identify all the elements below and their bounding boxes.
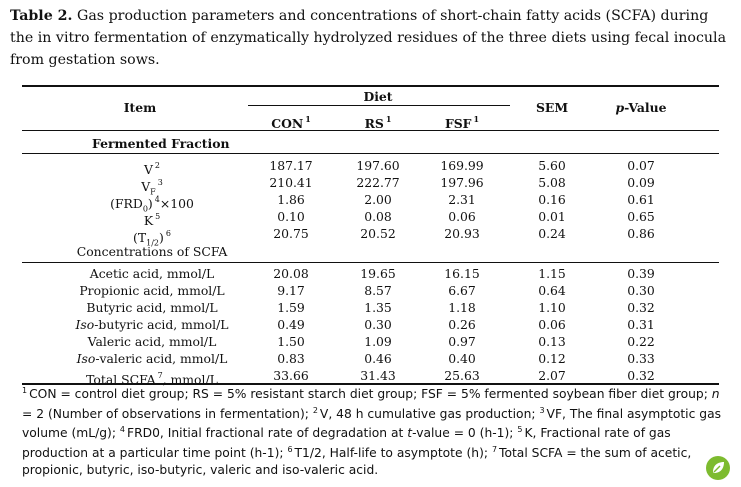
header-fsf: FSF 1 [444,114,480,131]
scfa-row-cell-rs: 1.09 [364,334,392,349]
table-caption: Table 2. Gas production parameters and c… [10,5,730,71]
scfa-row-cell-rs: 0.46 [364,351,392,366]
diet-rule [248,105,510,106]
scfa-row-cell-p: 0.39 [627,266,655,281]
scfa-row-cell-fsf: 16.15 [444,266,480,281]
caption-text: Gas production parameters and concentrat… [10,8,727,68]
gas-row-cell-fsf: 0.06 [448,209,476,224]
scfa-row-label: Iso-butyric acid, mmol/L [75,317,229,332]
header-con: CON 1 [271,114,311,131]
scfa-row-label: Butyric acid, mmol/L [86,300,218,315]
section-fermented-fraction: Fermented Fraction [92,136,230,151]
scfa-row-cell-sem: 2.07 [538,368,566,383]
scfa-row-cell-sem: 1.15 [538,266,566,281]
gas-row-cell-fsf: 2.31 [448,192,476,207]
gas-row-cell-rs: 0.08 [364,209,392,224]
header-pvalue: p-Value [615,100,667,115]
gas-row-cell-p: 0.09 [627,175,655,190]
scfa-row-cell-sem: 0.64 [538,283,566,298]
gas-row-cell-con: 1.86 [277,192,305,207]
scfa-row-cell-fsf: 0.26 [448,317,476,332]
scfa-row-cell-p: 0.32 [627,300,655,315]
scfa-row-label: Iso-valeric acid, mmol/L [76,351,228,366]
gas-row-cell-sem: 0.01 [538,209,566,224]
scfa-row-cell-rs: 19.65 [360,266,396,281]
table-label: Table 2. [10,8,73,24]
scfa-row-cell-p: 0.31 [627,317,655,332]
leaf-logo-icon [706,456,730,480]
gas-row-cell-fsf: 169.99 [440,158,484,173]
section-scfa-concentrations: Concentrations of SCFA [76,244,228,259]
gas-row-cell-con: 210.41 [269,175,313,190]
gas-row-cell-p: 0.86 [627,226,655,241]
gas-row-cell-p: 0.61 [627,192,655,207]
scfa-row-label: Valeric acid, mmol/L [87,334,217,349]
scfa-row-cell-rs: 8.57 [364,283,392,298]
gas-row-cell-fsf: 197.96 [440,175,484,190]
header-item: Item [123,100,157,115]
scfa-row-cell-p: 0.33 [627,351,655,366]
bottom-rule [22,383,719,385]
scfa-row-cell-rs: 1.35 [364,300,392,315]
scfa-row-cell-p: 0.22 [627,334,655,349]
gas-row-cell-sem: 5.08 [538,175,566,190]
header-sem: SEM [535,100,569,115]
scfa-row-cell-sem: 1.10 [538,300,566,315]
scfa-row-cell-con: 1.50 [277,334,305,349]
scfa-row-label: Acetic acid, mmol/L [89,266,215,281]
scfa-row-cell-sem: 0.06 [538,317,566,332]
gas-row-cell-rs: 197.60 [356,158,400,173]
gas-row-cell-fsf: 20.93 [444,226,480,241]
gas-row-cell-sem: 5.60 [538,158,566,173]
scfa-row-label: Propionic acid, mmol/L [79,283,225,298]
gas-row-cell-p: 0.65 [627,209,655,224]
scfa-row-cell-fsf: 0.40 [448,351,476,366]
gas-row-cell-con: 20.75 [273,226,309,241]
scfa-row-cell-fsf: 6.67 [448,283,476,298]
scfa-row-cell-fsf: 1.18 [448,300,476,315]
scfa-row-cell-fsf: 25.63 [444,368,480,383]
gas-row-label: (T1/2) 6 [133,229,171,248]
gas-row-cell-rs: 222.77 [356,175,400,190]
header-rs: RS 1 [364,114,392,131]
scfa-row-label: Total SCFA 7, mmol/L [86,371,218,387]
gas-row-cell-con: 187.17 [269,158,313,173]
gas-row-label: VF3 [141,178,163,197]
scfa-row-cell-sem: 0.12 [538,351,566,366]
gas-row-cell-rs: 20.52 [360,226,396,241]
section2-rule [22,262,719,263]
scfa-row-cell-fsf: 0.97 [448,334,476,349]
gas-row-label: (FRD0) 4×100 [110,195,194,214]
scfa-row-cell-rs: 31.43 [360,368,396,383]
scfa-row-cell-p: 0.32 [627,368,655,383]
scfa-row-cell-rs: 0.30 [364,317,392,332]
scfa-row-cell-sem: 0.13 [538,334,566,349]
footnote: 1 CON = control diet group; RS = 5% resis… [22,386,722,477]
header-rule [22,130,719,131]
scfa-row-cell-con: 0.83 [277,351,305,366]
scfa-row-cell-p: 0.30 [627,283,655,298]
scfa-row-cell-con: 20.08 [273,266,309,281]
scfa-row-cell-con: 9.17 [277,283,305,298]
gas-row-cell-rs: 2.00 [364,192,392,207]
header-diet: Diet [363,89,393,104]
gas-row-cell-sem: 0.16 [538,192,566,207]
gas-row-cell-con: 0.10 [277,209,305,224]
gas-row-cell-p: 0.07 [627,158,655,173]
gas-row-cell-sem: 0.24 [538,226,566,241]
scfa-row-cell-con: 0.49 [277,317,305,332]
section1-rule [22,153,719,154]
scfa-row-cell-con: 33.66 [273,368,309,383]
scfa-row-cell-con: 1.59 [277,300,305,315]
top-rule [22,85,719,87]
